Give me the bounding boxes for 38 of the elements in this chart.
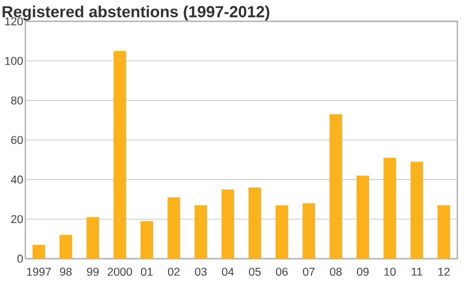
x-tick-label: 2000: [108, 268, 132, 276]
x-tick-label: 10: [384, 268, 396, 276]
bar: [194, 205, 208, 259]
bar: [438, 205, 450, 259]
bar: [384, 158, 396, 259]
y-tick-label: 40: [10, 176, 23, 184]
x-tick-label: 07: [302, 268, 315, 276]
x-tick-label: 09: [356, 268, 369, 276]
x-tick-label: 1997: [27, 268, 51, 276]
bar: [86, 217, 100, 259]
bar: [276, 205, 288, 259]
y-tick-label: 20: [11, 215, 23, 224]
y-tick-label: 0: [17, 254, 23, 263]
x-tick-label: 02: [168, 268, 180, 276]
x-tick-label: 01: [140, 268, 153, 276]
bar: [302, 203, 316, 259]
y-tick-label: 60: [11, 136, 23, 144]
y-tick-label: 100: [5, 56, 23, 65]
x-tick-label: 12: [438, 268, 450, 276]
bar: [60, 234, 72, 259]
x-tick-label: 98: [60, 268, 72, 276]
bar: [32, 244, 46, 259]
x-tick-label: 11: [412, 268, 422, 276]
x-tick-label: 04: [222, 268, 234, 276]
x-tick-label: 06: [276, 268, 288, 276]
bar: [410, 162, 424, 259]
bar: [114, 51, 126, 259]
x-tick-label: 99: [87, 268, 99, 276]
x-tick-label: 05: [248, 268, 261, 276]
x-tick-label: 08: [330, 268, 342, 276]
bar: [330, 114, 342, 259]
bar: [168, 197, 180, 259]
bar: [140, 221, 154, 259]
bar: [222, 189, 234, 259]
bar: [356, 176, 370, 259]
bar: [248, 187, 262, 259]
x-tick-label: 03: [194, 268, 207, 276]
y-tick-label: 80: [11, 96, 23, 104]
